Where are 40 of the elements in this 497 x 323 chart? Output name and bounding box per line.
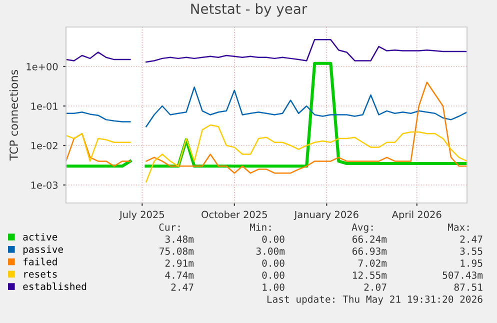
text: 0.00 xyxy=(262,271,284,279)
y-tick-label: 1e-02 xyxy=(31,142,58,150)
text: 1.95 xyxy=(460,259,482,267)
text: 0.00 xyxy=(262,235,284,243)
y-axis-title: TCP connections xyxy=(9,70,18,161)
legend-label: failed xyxy=(24,258,57,266)
x-tick-label: October 2025 xyxy=(202,210,267,218)
text: 0.00 xyxy=(262,259,284,267)
text: Last update: Thu May 21 19:31:20 2026 xyxy=(267,295,482,305)
text: 66.24m xyxy=(352,235,387,243)
text: 2.47 xyxy=(460,235,482,243)
text: 66.93m xyxy=(352,247,387,255)
text: 87.51 xyxy=(454,283,482,291)
text: Min: xyxy=(250,223,271,231)
y-tick-label: 1e+00 xyxy=(26,62,58,70)
text: 1.00 xyxy=(262,283,284,291)
text: Avg: xyxy=(352,224,373,233)
text: 3.48m xyxy=(165,235,194,243)
x-tick-label: July 2025 xyxy=(119,210,164,220)
text: 2.91m xyxy=(165,259,194,267)
x-tick-label: January 2026 xyxy=(294,210,358,220)
legend-label: active xyxy=(23,233,58,241)
chart-title: Netstat - by year xyxy=(191,3,308,17)
text: 3.00m xyxy=(256,247,285,255)
text: 4.74m xyxy=(165,272,194,279)
legend-label: established xyxy=(23,282,86,290)
y-tick-label: 1e-01 xyxy=(31,102,58,110)
text: 3.55 xyxy=(460,247,482,255)
text: 2.07 xyxy=(364,283,386,291)
text: 507.43m xyxy=(442,271,483,279)
legend-label: passive xyxy=(23,245,63,255)
text: 12.55m xyxy=(353,271,387,279)
text: Cur: xyxy=(159,223,180,231)
text: 2.47 xyxy=(171,283,194,291)
x-tick-label: April 2026 xyxy=(392,210,442,220)
legend-label: resets xyxy=(24,270,57,278)
text: 75.08m xyxy=(160,247,194,255)
text: Max: xyxy=(448,224,469,231)
text: 7.02m xyxy=(358,259,387,267)
y-tick-label: 1e-03 xyxy=(31,181,58,189)
